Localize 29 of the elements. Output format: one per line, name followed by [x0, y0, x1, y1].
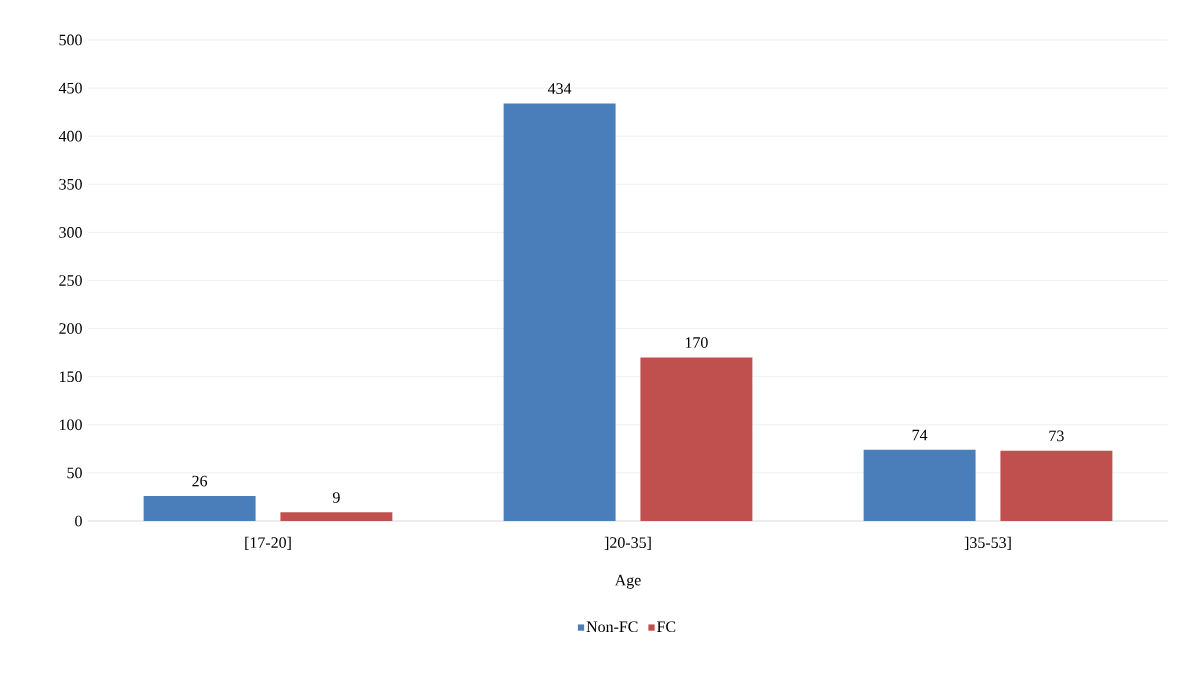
- x-tick-label: ]20-35]: [604, 536, 651, 550]
- y-tick-label: 0: [75, 515, 82, 527]
- y-tick-label: 400: [58, 130, 82, 142]
- y-tick-label: 250: [59, 275, 82, 286]
- data-label: 73: [1049, 430, 1064, 442]
- y-tick-label: 350: [59, 178, 82, 190]
- legend-label: FC: [657, 621, 676, 633]
- x-axis-title: Age: [614, 574, 641, 589]
- data-label: 74: [912, 429, 928, 441]
- x-tick-label: [17-20]: [245, 536, 291, 550]
- y-tick-label: 450: [58, 82, 82, 94]
- bar: [863, 449, 976, 521]
- bar: [280, 512, 393, 521]
- y-tick-label: 300: [59, 227, 82, 238]
- y-tick-label: 50: [67, 467, 82, 479]
- bar: [143, 495, 256, 521]
- y-tick-label: 100: [59, 419, 82, 431]
- y-tick-label: 500: [59, 34, 82, 46]
- bar: [503, 103, 616, 521]
- legend-label: Non-FC: [586, 621, 638, 633]
- bar: [640, 357, 753, 521]
- data-label: 26: [192, 475, 208, 487]
- data-label: 170: [685, 337, 708, 348]
- data-label: 434: [547, 83, 572, 94]
- data-label: 9: [332, 492, 340, 503]
- x-tick-label: ]35-53]: [964, 536, 1011, 550]
- bar: [1000, 450, 1113, 521]
- y-tick-label: 200: [59, 323, 82, 334]
- y-tick-label: 150: [59, 371, 82, 383]
